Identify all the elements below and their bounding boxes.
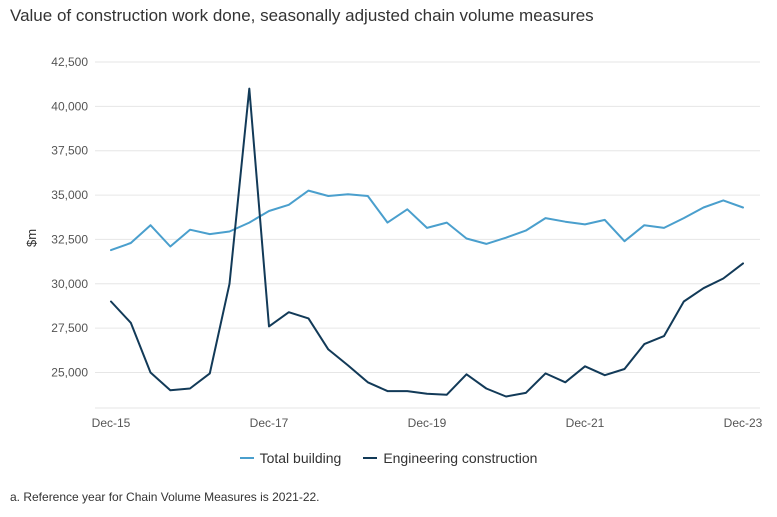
x-tick-label: Dec-15 bbox=[92, 416, 131, 430]
x-tick-label: Dec-17 bbox=[250, 416, 289, 430]
legend-item-total-building[interactable]: Total building bbox=[239, 450, 342, 466]
x-tick-label: Dec-19 bbox=[408, 416, 447, 430]
chart-title: Value of construction work done, seasona… bbox=[10, 6, 594, 25]
series-lines bbox=[110, 87, 744, 398]
y-tick-label: 40,000 bbox=[51, 99, 88, 113]
line-chart: 25,000 27,500 30,000 32,500 35,000 37,500 40,0… bbox=[24, 55, 763, 430]
footnote: a. Reference year for Chain Volume Measu… bbox=[10, 490, 320, 504]
legend-label: Total building bbox=[259, 450, 342, 466]
x-tick-label: Dec-21 bbox=[566, 416, 605, 430]
x-tick-label: Dec-23 bbox=[724, 416, 763, 430]
legend: Total building Engineering construction bbox=[0, 450, 777, 466]
y-tick-label: 35,000 bbox=[51, 188, 88, 202]
y-tick-label: 42,500 bbox=[51, 55, 88, 69]
y-tick-label: 30,000 bbox=[51, 277, 88, 291]
legend-swatch bbox=[239, 457, 254, 459]
y-tick-label: 37,500 bbox=[51, 144, 88, 158]
y-tick-label: 27,500 bbox=[51, 321, 88, 335]
y-tick-label: 25,000 bbox=[51, 366, 88, 380]
y-axis-label: $m bbox=[24, 229, 39, 247]
y-tick-label: 32,500 bbox=[51, 232, 88, 246]
legend-label: Engineering construction bbox=[383, 450, 538, 466]
y-axis-ticks: 25,000 27,500 30,000 32,500 35,000 37,500 40,0… bbox=[51, 55, 88, 380]
gridlines bbox=[95, 61, 760, 409]
legend-swatch bbox=[363, 457, 378, 459]
series-line-total-building[interactable] bbox=[110, 189, 744, 252]
legend-item-engineering-construction[interactable]: Engineering construction bbox=[363, 450, 537, 466]
series-line-engineering-construction[interactable] bbox=[110, 87, 744, 398]
x-axis-ticks: Dec-15 Dec-17 Dec-19 Dec-21 Dec-23 bbox=[92, 416, 763, 430]
